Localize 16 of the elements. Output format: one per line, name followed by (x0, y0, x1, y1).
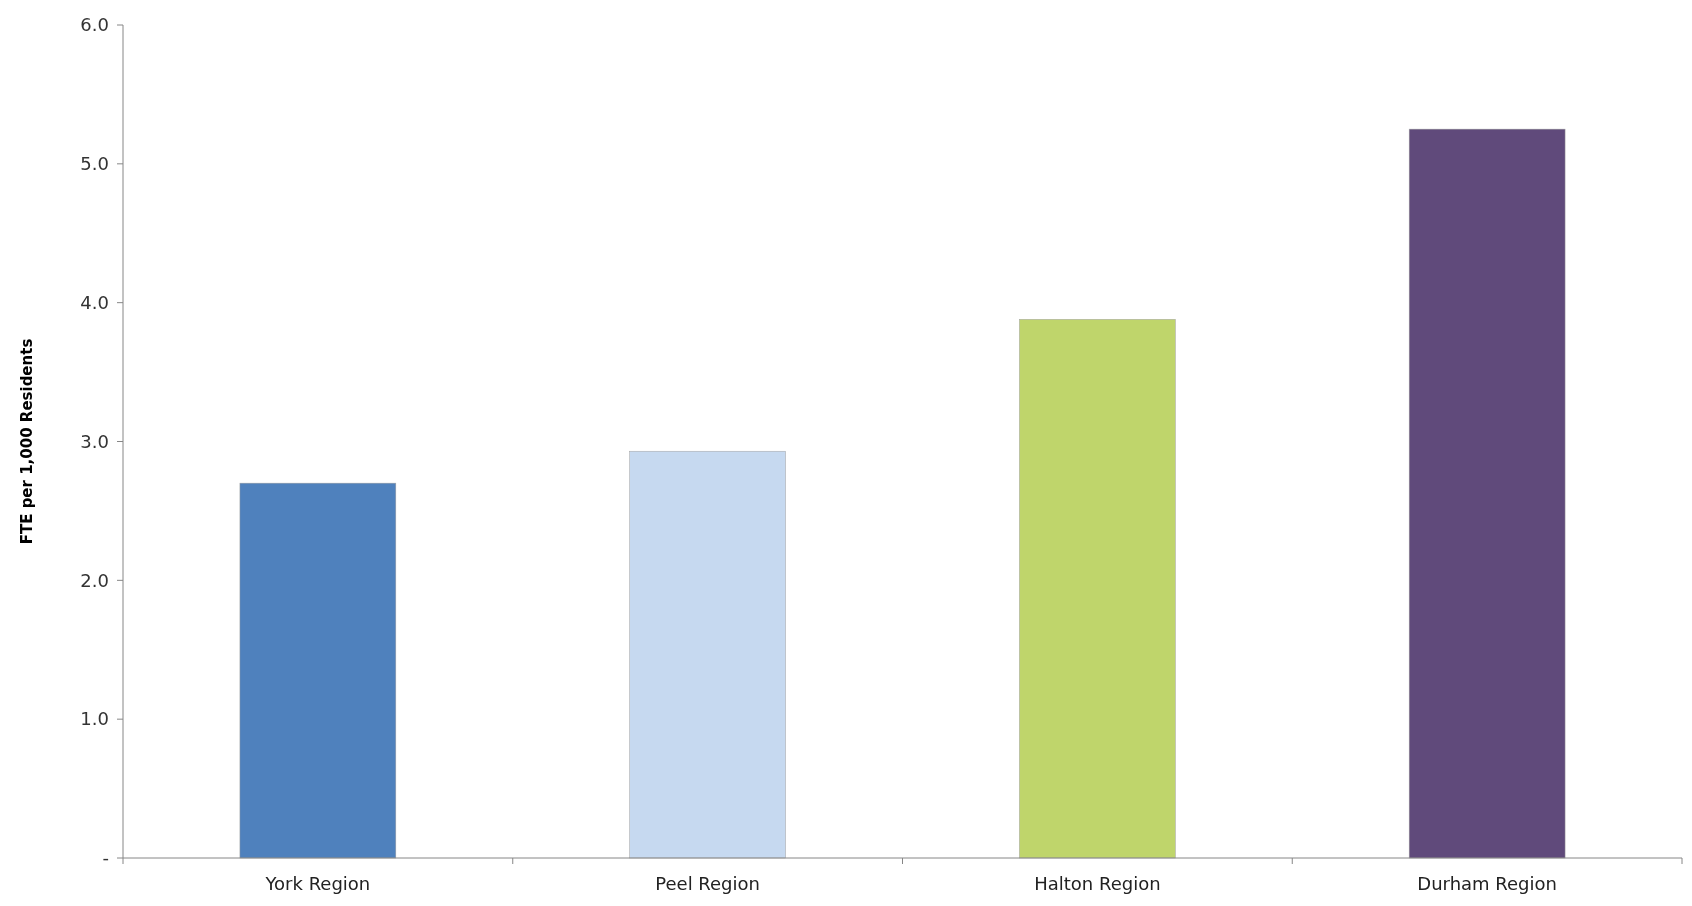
y-tick-label: 6.0 (80, 14, 109, 36)
x-tick-label: Durham Region (1417, 873, 1557, 894)
bar (629, 450, 786, 859)
x-tick-label: York Region (264, 873, 371, 894)
bar (239, 482, 397, 859)
x-tick-label: Peel Region (655, 873, 760, 894)
bar (1019, 319, 1176, 859)
bar (1408, 128, 1566, 859)
y-tick-label: - (102, 847, 109, 869)
y-tick-label: 2.0 (80, 569, 109, 591)
y-tick-label: 3.0 (80, 430, 109, 452)
x-tick-label: Halton Region (1034, 873, 1161, 894)
y-tick-label: 5.0 (80, 153, 109, 175)
y-tick-label: 4.0 (80, 291, 109, 313)
y-tick-label: 1.0 (80, 708, 109, 730)
y-axis-title: FTE per 1,000 Residents (18, 338, 36, 545)
